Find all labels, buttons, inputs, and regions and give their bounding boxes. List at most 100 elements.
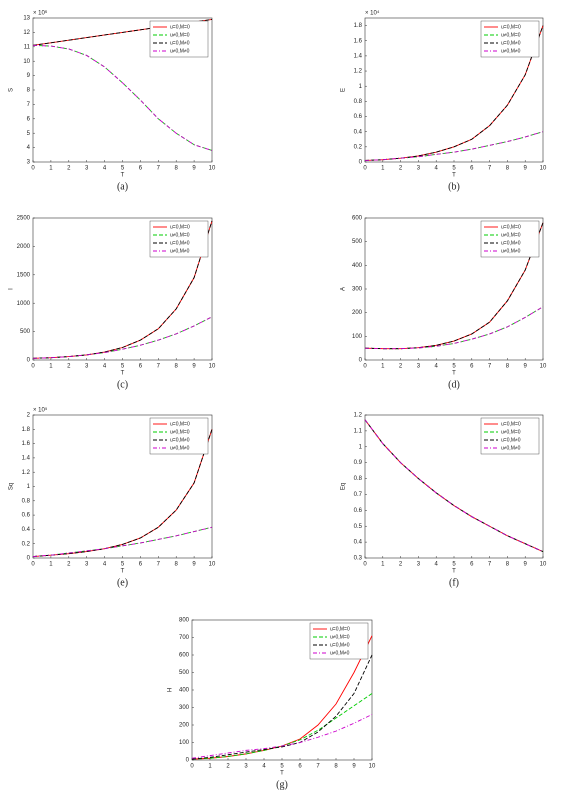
- x-tick-label: 4: [435, 364, 439, 370]
- x-tick-label: 4: [103, 166, 107, 172]
- x-tick-label: 0: [31, 562, 35, 568]
- y-tick-label: 0.8: [354, 99, 363, 105]
- series-line: [191, 654, 373, 760]
- y-tick-label: 1500: [17, 272, 31, 278]
- x-label: T: [121, 569, 125, 575]
- legend-label: u=0,M≠0: [501, 437, 521, 443]
- x-tick-label: 3: [85, 166, 89, 172]
- y-tick-label: 0.3: [354, 556, 363, 562]
- x-tick-label: 10: [540, 364, 547, 370]
- y-tick-label: 500: [20, 329, 31, 335]
- y-tick-label: 100: [179, 740, 190, 746]
- y-tick-label: 1.8: [22, 427, 31, 433]
- y-tick-label: 0: [27, 358, 31, 364]
- x-tick-label: 0: [190, 764, 194, 770]
- y-tick-label: 0.5: [354, 524, 363, 530]
- x-tick-label: 1: [381, 166, 385, 172]
- x-tick-label: 3: [417, 562, 421, 568]
- x-tick-label: 4: [262, 764, 266, 770]
- y-tick-label: 4: [27, 145, 31, 151]
- legend-label: u≠0,M≠0: [501, 445, 521, 451]
- y-tick-label: 200: [179, 723, 190, 729]
- y-tick-label: 400: [352, 263, 363, 269]
- y-label: A: [341, 287, 347, 291]
- caption: (c): [117, 379, 128, 390]
- y-tick-label: 1.4: [22, 455, 31, 461]
- x-tick-label: 2: [226, 764, 230, 770]
- y-tick-label: 9: [27, 73, 31, 79]
- legend-label: u=0,M=0: [501, 24, 521, 30]
- series-line: [364, 222, 544, 350]
- y-tick-label: 800: [179, 618, 190, 624]
- y-tick-label: 1.6: [22, 441, 31, 447]
- x-tick-label: 3: [85, 364, 89, 370]
- y-tick-label: 2500: [17, 216, 31, 222]
- y-tick-label: 0: [27, 556, 31, 562]
- y-tick-label: 200: [352, 310, 363, 316]
- x-tick-label: 7: [316, 764, 320, 770]
- y-tick-label: 5: [27, 131, 31, 137]
- y-tick-label: 11: [24, 44, 31, 50]
- legend-label: u=0,M≠0: [330, 642, 350, 648]
- legend-label: u≠0,M≠0: [501, 48, 521, 54]
- series-line: [32, 220, 213, 359]
- x-tick-label: 8: [175, 166, 179, 172]
- y-tick-label: 1.6: [354, 38, 363, 44]
- series-line: [364, 419, 544, 553]
- legend-label: u≠0,M=0: [170, 232, 190, 238]
- x-tick-label: 7: [157, 166, 161, 172]
- x-tick-label: 8: [506, 562, 510, 568]
- plot-area: [191, 619, 373, 761]
- caption: (a): [117, 181, 128, 192]
- y-tick-label: 1.1: [354, 428, 363, 434]
- y-tick-label: 0.2: [22, 541, 31, 547]
- y-tick-label: 0.4: [22, 527, 31, 533]
- y-tick-label: 0.9: [354, 460, 363, 466]
- x-tick-label: 10: [369, 764, 376, 770]
- x-tick-label: 5: [121, 166, 125, 172]
- series-line: [364, 131, 544, 161]
- series-line: [364, 25, 544, 161]
- y-tick-label: 1.2: [354, 413, 363, 419]
- legend-label: u=0,M≠0: [170, 40, 190, 46]
- x-tick-label: 1: [208, 764, 212, 770]
- x-tick-label: 5: [452, 364, 456, 370]
- x-tick-label: 5: [452, 562, 456, 568]
- caption: (g): [276, 779, 288, 790]
- x-label: T: [452, 371, 456, 377]
- y-tick-label: 7: [27, 102, 31, 108]
- x-tick-label: 10: [540, 562, 547, 568]
- y-tick-label: 1: [359, 444, 363, 450]
- x-label: T: [452, 173, 456, 179]
- y-label: Eq: [341, 483, 347, 490]
- x-tick-label: 9: [524, 364, 528, 370]
- legend-label: u=0,M=0: [170, 421, 190, 427]
- legend-label: u=0,M=0: [170, 24, 190, 30]
- legend-label: u=0,M=0: [501, 421, 521, 427]
- y-tick-label: 10: [23, 59, 30, 65]
- series-line: [32, 316, 213, 359]
- x-tick-label: 2: [399, 166, 403, 172]
- y-tick-label: 100: [352, 334, 363, 340]
- x-tick-label: 3: [417, 364, 421, 370]
- x-label: T: [121, 173, 125, 179]
- x-tick-label: 2: [67, 364, 71, 370]
- x-tick-label: 1: [381, 364, 385, 370]
- y-tick-label: 0.4: [354, 129, 363, 135]
- x-tick-label: 6: [470, 364, 474, 370]
- legend-label: u≠0,M=0: [501, 429, 521, 435]
- y-tick-label: 0: [186, 758, 190, 764]
- x-tick-label: 7: [488, 166, 492, 172]
- x-tick-label: 8: [334, 764, 338, 770]
- x-tick-label: 7: [488, 562, 492, 568]
- x-tick-label: 10: [209, 166, 216, 172]
- x-tick-label: 4: [103, 562, 107, 568]
- series-line: [32, 526, 213, 558]
- x-tick-label: 0: [31, 364, 35, 370]
- legend-label: u≠0,M=0: [501, 232, 521, 238]
- x-tick-label: 9: [352, 764, 356, 770]
- x-tick-label: 9: [524, 562, 528, 568]
- x-label: T: [280, 771, 284, 777]
- legend-label: u≠0,M≠0: [330, 650, 350, 656]
